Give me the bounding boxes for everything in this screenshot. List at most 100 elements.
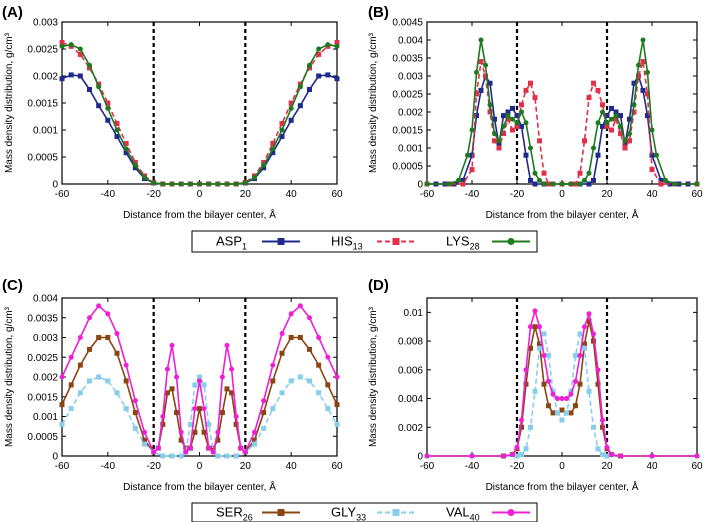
- legend-subscript: 40: [470, 513, 480, 522]
- data-point: [595, 446, 601, 452]
- data-point: [96, 81, 102, 87]
- data-point: [537, 345, 542, 351]
- data-point: [474, 69, 479, 75]
- data-point: [68, 406, 74, 412]
- legend-box: [191, 502, 538, 522]
- data-point: [582, 138, 587, 144]
- data-point: [206, 181, 212, 187]
- data-point: [658, 181, 664, 187]
- panel-letter: (A): [2, 4, 23, 21]
- y-tick-label: 0.006: [398, 365, 423, 376]
- data-point: [233, 181, 239, 187]
- data-point: [77, 335, 83, 340]
- data-point: [577, 381, 583, 387]
- data-point: [334, 374, 340, 380]
- plot-frame: [426, 297, 698, 457]
- data-point: [537, 341, 542, 347]
- data-point: [582, 324, 587, 330]
- y-tick-label: 0.01: [404, 308, 424, 319]
- data-point: [460, 181, 466, 187]
- data-point: [270, 406, 276, 412]
- data-point: [595, 152, 601, 158]
- data-point: [577, 170, 583, 176]
- y-tick-label: 0.002: [33, 72, 58, 83]
- series-lys: [59, 42, 340, 187]
- x-tick-label: -20: [146, 189, 161, 200]
- x-axis-label: Distance from the bilayer center, Å: [123, 208, 276, 221]
- legend-name: VAL: [446, 505, 470, 520]
- data-point: [483, 73, 488, 79]
- data-point: [59, 374, 65, 380]
- y-tick-label: 0: [52, 180, 58, 191]
- data-point: [474, 91, 479, 97]
- data-point: [586, 170, 592, 176]
- data-point: [550, 181, 556, 187]
- x-tick-label: -40: [101, 189, 116, 200]
- data-point: [192, 406, 198, 412]
- legend-subscript: 28: [470, 242, 480, 252]
- chart-panel-a: (A) -60 -40 -20 0 20 40 60 0 0.0005 0.001 0.0015 0.0…: [2, 4, 343, 221]
- data-point: [505, 116, 511, 122]
- x-tick-label: -20: [510, 461, 525, 472]
- data-point: [537, 177, 542, 183]
- data-point: [559, 417, 565, 423]
- data-point: [68, 354, 74, 360]
- data-point: [307, 62, 312, 68]
- data-point: [528, 324, 533, 330]
- data-point: [261, 165, 267, 171]
- data-point: [334, 421, 340, 427]
- legend-marker: [392, 238, 400, 245]
- data-point: [224, 181, 230, 187]
- x-tick-label: -60: [420, 189, 435, 200]
- data-point: [501, 113, 506, 119]
- x-tick-label: 40: [286, 189, 298, 200]
- data-point: [541, 331, 547, 337]
- data-point: [582, 177, 587, 183]
- legend-name: SER: [216, 505, 243, 520]
- y-tick-label: 0.003: [398, 72, 423, 83]
- data-point: [132, 398, 138, 404]
- data-point: [252, 429, 257, 435]
- plot-frame: [61, 21, 338, 185]
- data-point: [600, 109, 605, 115]
- data-point: [618, 113, 623, 119]
- data-point: [546, 352, 551, 358]
- data-point: [604, 444, 610, 450]
- data-point: [523, 367, 529, 373]
- data-point: [174, 374, 180, 380]
- x-tick-label: -40: [101, 461, 116, 472]
- data-point: [510, 127, 515, 133]
- data-point: [622, 141, 628, 147]
- data-point: [537, 138, 542, 144]
- data-point: [573, 403, 578, 409]
- data-point: [68, 72, 74, 78]
- data-point: [68, 42, 74, 48]
- data-point: [586, 318, 592, 324]
- data-point: [123, 150, 129, 156]
- data-point: [123, 406, 129, 412]
- data-point: [201, 406, 207, 412]
- data-point: [334, 76, 340, 82]
- data-point: [537, 324, 542, 330]
- data-point: [586, 95, 592, 101]
- y-tick-label: 0.0025: [27, 45, 58, 56]
- data-point: [77, 73, 83, 79]
- legend-box: [191, 230, 538, 253]
- data-point: [519, 109, 524, 115]
- x-tick-label: 20: [240, 189, 252, 200]
- data-point: [573, 378, 578, 384]
- series-gly: [59, 374, 340, 459]
- data-point: [297, 81, 303, 87]
- data-point: [316, 46, 322, 52]
- data-point: [59, 402, 65, 408]
- data-point: [663, 177, 668, 183]
- data-point: [261, 159, 267, 165]
- data-point: [595, 120, 601, 126]
- data-point: [279, 350, 285, 356]
- data-point: [523, 446, 529, 452]
- data-point: [577, 331, 583, 337]
- data-point: [586, 311, 592, 317]
- chart-panel-b: (B) -60 -40 -20 0 20 40 60 0 0.0005 0.001 0.0015 0.0…: [368, 4, 703, 221]
- data-point: [316, 73, 322, 79]
- data-point: [142, 441, 147, 447]
